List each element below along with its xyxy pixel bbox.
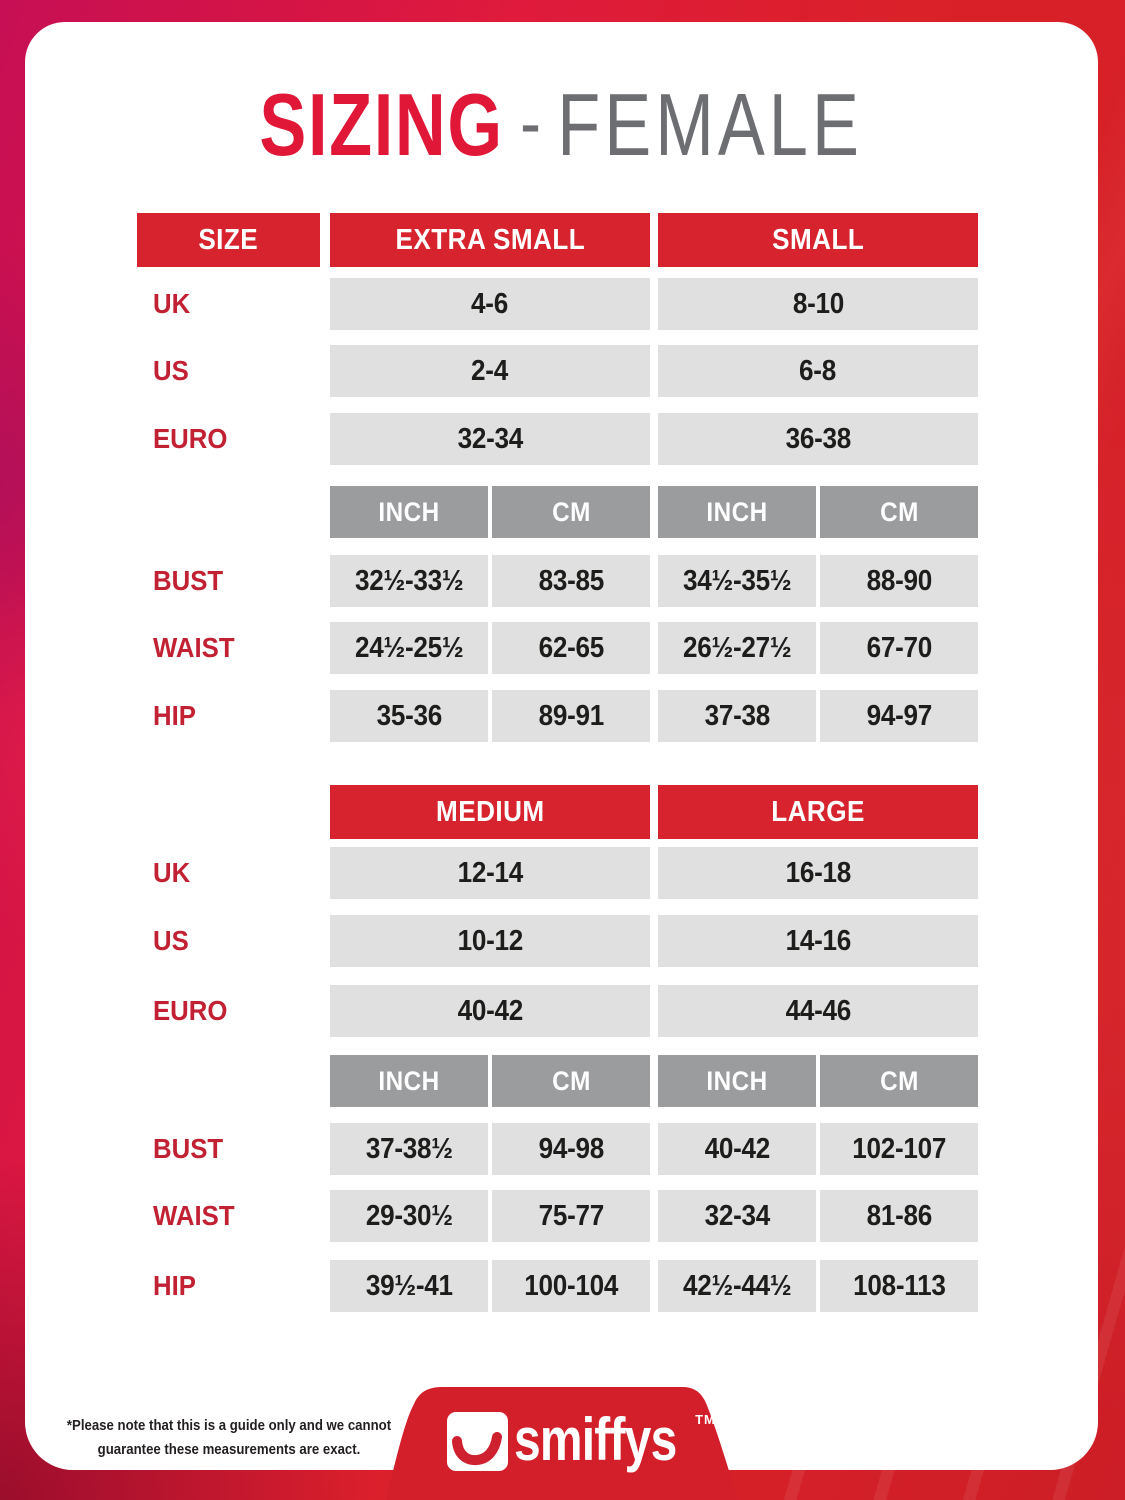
value-cell: 94-98: [492, 1123, 650, 1175]
value-cell: 89-91: [492, 690, 650, 742]
unit-header-inch: INCH: [330, 486, 488, 538]
table2-row-waist: WAIST 29-30½ 75-77 32-34 81-86: [137, 1190, 978, 1242]
value-cell: 6-8: [658, 345, 978, 397]
row-label-bust: BUST: [153, 565, 224, 596]
title-word-female: FEMALE: [557, 75, 864, 174]
row-label-euro: EURO: [153, 995, 228, 1026]
table1-row-bust: BUST 32½-33½ 83-85 34½-35½ 88-90: [137, 555, 978, 607]
disclaimer-line-1: *Please note that this is a guide only a…: [66, 1417, 392, 1434]
table1-row-uk: UK 4-6 8-10: [137, 278, 978, 330]
value-cell: 94-97: [820, 690, 978, 742]
unit-header-cm: CM: [820, 486, 978, 538]
row-label-us: US: [153, 355, 189, 386]
value-cell: 2-4: [330, 345, 650, 397]
value-cell: 102-107: [820, 1123, 978, 1175]
value-cell: 40-42: [330, 985, 650, 1037]
table2-row-us: US 10-12 14-16: [137, 915, 978, 967]
value-cell: 24½-25½: [330, 622, 488, 674]
column-header-medium: MEDIUM: [330, 785, 650, 839]
title-separator: -: [520, 78, 542, 166]
unit-header-inch: INCH: [658, 486, 816, 538]
column-header-extra-small: EXTRA SMALL: [330, 213, 650, 267]
unit-header-inch: INCH: [658, 1055, 816, 1107]
trademark-symbol: TM: [695, 1412, 716, 1427]
value-cell: 14-16: [658, 915, 978, 967]
unit-header-cm: CM: [492, 1055, 650, 1107]
spacer: [137, 486, 320, 538]
table2-row-hip: HIP 39½-41 100-104 42½-44½ 108-113: [137, 1260, 978, 1312]
smiffys-smile-icon: [447, 1412, 508, 1471]
table1-row-waist: WAIST 24½-25½ 62-65 26½-27½ 67-70: [137, 622, 978, 674]
value-cell: 16-18: [658, 847, 978, 899]
row-label-uk: UK: [153, 857, 191, 888]
table2-row-euro: EURO 40-42 44-46: [137, 985, 978, 1037]
table2-row-uk: UK 12-14 16-18: [137, 847, 978, 899]
page-title: SIZING - FEMALE: [25, 74, 1098, 176]
table1-unit-header-row: INCH CM INCH CM: [137, 486, 978, 538]
value-cell: 35-36: [330, 690, 488, 742]
column-header-small: SMALL: [658, 213, 978, 267]
value-cell: 44-46: [658, 985, 978, 1037]
table2-row-bust: BUST 37-38½ 94-98 40-42 102-107: [137, 1123, 978, 1175]
value-cell: 32-34: [658, 1190, 816, 1242]
disclaimer-note: *Please note that this is a guide only a…: [43, 1414, 415, 1462]
value-cell: 40-42: [658, 1123, 816, 1175]
value-cell: 32½-33½: [330, 555, 488, 607]
value-cell: 32-34: [330, 413, 650, 465]
value-cell: 100-104: [492, 1260, 650, 1312]
value-cell: 4-6: [330, 278, 650, 330]
table1-header-row: SIZE EXTRA SMALL SMALL: [137, 213, 978, 267]
value-cell: 12-14: [330, 847, 650, 899]
table1-row-hip: HIP 35-36 89-91 37-38 94-97: [137, 690, 978, 742]
value-cell: 37-38½: [330, 1123, 488, 1175]
page-title-text: SIZING - FEMALE: [260, 74, 863, 176]
unit-header-cm: CM: [820, 1055, 978, 1107]
spacer: [137, 785, 320, 839]
smiffys-wordmark: smiffys: [514, 1405, 677, 1473]
row-label-uk: UK: [153, 288, 191, 319]
size-corner-header: SIZE: [137, 213, 320, 267]
value-cell: 88-90: [820, 555, 978, 607]
title-word-sizing: SIZING: [259, 75, 505, 174]
value-cell: 67-70: [820, 622, 978, 674]
row-label-bust: BUST: [153, 1133, 224, 1164]
value-cell: 42½-44½: [658, 1260, 816, 1312]
value-cell: 81-86: [820, 1190, 978, 1242]
table1-row-euro: EURO 32-34 36-38: [137, 413, 978, 465]
value-cell: 108-113: [820, 1260, 978, 1312]
value-cell: 26½-27½: [658, 622, 816, 674]
value-cell: 39½-41: [330, 1260, 488, 1312]
row-label-waist: WAIST: [153, 632, 235, 663]
value-cell: 75-77: [492, 1190, 650, 1242]
value-cell: 37-38: [658, 690, 816, 742]
table1-row-us: US 2-4 6-8: [137, 345, 978, 397]
value-cell: 34½-35½: [658, 555, 816, 607]
spacer: [137, 1055, 320, 1107]
smiffys-logo: smiffys TM: [514, 1404, 716, 1474]
row-label-us: US: [153, 925, 189, 956]
value-cell: 36-38: [658, 413, 978, 465]
disclaimer-line-2: guarantee these measurements are exact.: [97, 1441, 361, 1458]
unit-header-inch: INCH: [330, 1055, 488, 1107]
row-label-waist: WAIST: [153, 1200, 235, 1231]
table2-header-row: MEDIUM LARGE: [137, 785, 978, 839]
value-cell: 62-65: [492, 622, 650, 674]
row-label-hip: HIP: [153, 700, 196, 731]
column-header-large: LARGE: [658, 785, 978, 839]
sizing-card: SIZING - FEMALE SIZE EXTRA SMALL SMALL U…: [25, 22, 1098, 1470]
value-cell: 8-10: [658, 278, 978, 330]
row-label-hip: HIP: [153, 1270, 196, 1301]
value-cell: 83-85: [492, 555, 650, 607]
value-cell: 29-30½: [330, 1190, 488, 1242]
unit-header-cm: CM: [492, 486, 650, 538]
table2-unit-header-row: INCH CM INCH CM: [137, 1055, 978, 1107]
value-cell: 10-12: [330, 915, 650, 967]
smile-icon: [452, 1432, 502, 1466]
row-label-euro: EURO: [153, 423, 228, 454]
